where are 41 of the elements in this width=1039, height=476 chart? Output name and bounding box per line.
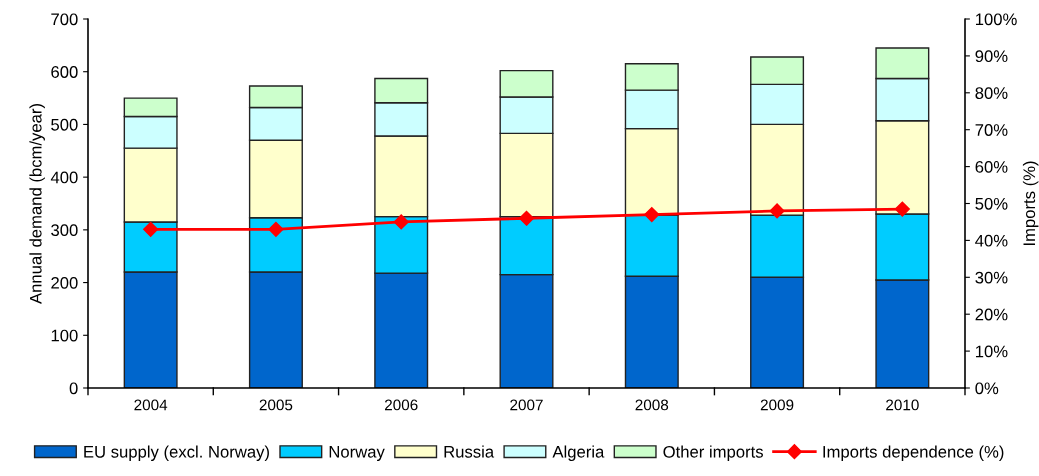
y-tick-label: 100 (51, 329, 78, 342)
legend-label: Russia (444, 445, 495, 458)
y2-tick-label: 0% (975, 382, 999, 395)
x-tick-label: 2010 (886, 399, 919, 411)
y-tick-label: 300 (51, 224, 78, 237)
y2-tick-label: 20% (975, 308, 1008, 321)
y-tick-label: 600 (51, 66, 78, 78)
legend-label: Norway (329, 446, 385, 461)
legend-label: Algeria (552, 445, 605, 461)
y2-tick-label: 40% (975, 234, 1008, 247)
y2-tick-label: 10% (975, 345, 1008, 358)
y2-tick-label: 60% (975, 161, 1008, 173)
x-tick-label: 2005 (259, 399, 293, 411)
y2-tick-label: 30% (975, 271, 1008, 284)
y2-tick-label: 70% (975, 124, 1008, 136)
point (644, 206, 660, 223)
legend-label: EU supply (excl. Norway) (84, 445, 269, 461)
y2-axis-title: Imports (%) (1022, 161, 1039, 246)
y2-tick-label: 50% (975, 197, 1008, 210)
legend-label: Imports dependence (%) (823, 445, 1004, 461)
y-tick-label: 0 (69, 382, 78, 395)
point (393, 214, 409, 230)
point (518, 210, 535, 226)
point (769, 203, 785, 219)
y-tick-label: 400 (50, 171, 78, 184)
y2-tick-label: 80% (975, 87, 1008, 99)
y2-tick-label: 100% (975, 13, 1017, 26)
point (268, 221, 284, 237)
point (143, 221, 159, 237)
x-tick-label: 2009 (760, 399, 794, 411)
y-tick-label: 500 (51, 118, 78, 131)
y2-tick-label: 90% (975, 50, 1008, 63)
x-tick-label: 2004 (134, 399, 168, 411)
y-tick-label: 200 (51, 276, 78, 289)
point (894, 201, 910, 217)
x-tick-label: 2006 (384, 399, 418, 411)
legend-label: Other imports (663, 445, 763, 461)
y-axis-title: Annual demand (bcm/year) (29, 104, 45, 304)
x-tick-label: 2008 (635, 399, 669, 411)
x-tick-label: 2007 (510, 399, 543, 411)
y-tick-label: 700 (51, 13, 78, 26)
